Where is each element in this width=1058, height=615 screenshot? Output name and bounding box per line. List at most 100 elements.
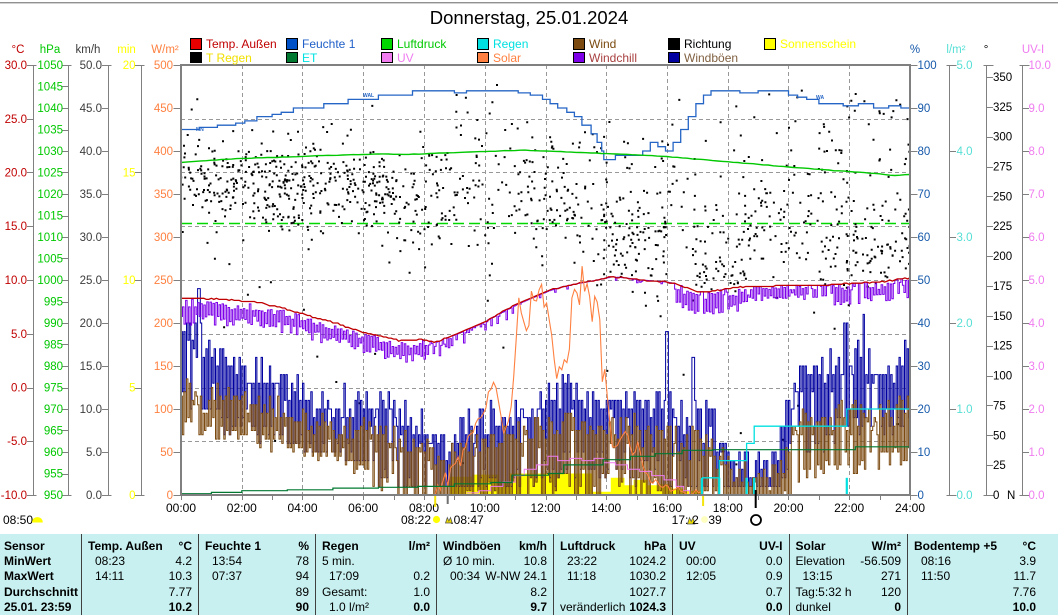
svg-text:7.0: 7.0 <box>1029 189 1045 201</box>
svg-text:2: 2 <box>692 513 699 527</box>
svg-text:1010: 1010 <box>37 232 63 244</box>
svg-text:08:00: 08:00 <box>409 501 439 515</box>
svg-text:02:00: 02:00 <box>227 501 257 515</box>
svg-text:70: 70 <box>918 189 931 201</box>
svg-text:275: 275 <box>993 162 1012 174</box>
svg-text:%: % <box>910 44 920 56</box>
svg-text:350: 350 <box>993 72 1012 84</box>
svg-text:40.0: 40.0 <box>80 146 102 158</box>
svg-text:970: 970 <box>44 404 63 416</box>
svg-text:5.0: 5.0 <box>1029 275 1045 287</box>
svg-text:250: 250 <box>993 191 1012 203</box>
svg-text:350: 350 <box>154 189 173 201</box>
svg-text:10.0: 10.0 <box>1029 60 1051 72</box>
svg-text:10: 10 <box>918 447 931 459</box>
svg-text:950: 950 <box>44 490 63 502</box>
svg-text:0: 0 <box>918 490 924 502</box>
svg-text:00:00: 00:00 <box>166 501 196 515</box>
svg-text:200: 200 <box>154 318 173 330</box>
svg-text:min: min <box>117 44 136 56</box>
svg-text:5: 5 <box>129 383 135 395</box>
svg-text:hPa: hPa <box>40 44 61 56</box>
svg-text:15: 15 <box>123 168 136 180</box>
svg-text:10:00: 10:00 <box>470 501 500 515</box>
svg-text:1045: 1045 <box>37 82 63 94</box>
svg-text:0: 0 <box>993 490 999 502</box>
svg-text:2.0: 2.0 <box>957 318 973 330</box>
svg-text:2.0: 2.0 <box>1029 404 1045 416</box>
svg-text:975: 975 <box>44 383 63 395</box>
svg-text:25.0: 25.0 <box>5 114 27 126</box>
svg-text:300: 300 <box>993 132 1012 144</box>
svg-text:100: 100 <box>154 404 173 416</box>
svg-text:39: 39 <box>708 513 722 527</box>
svg-text:3.0: 3.0 <box>1029 361 1045 373</box>
svg-text:10.0: 10.0 <box>80 404 102 416</box>
svg-text:35.0: 35.0 <box>80 189 102 201</box>
svg-text:W/m²: W/m² <box>151 44 179 56</box>
svg-text:15.0: 15.0 <box>5 221 27 233</box>
svg-text:0.0: 0.0 <box>957 490 973 502</box>
svg-text:50.0: 50.0 <box>80 60 102 72</box>
svg-text:1025: 1025 <box>37 168 63 180</box>
svg-text:1050: 1050 <box>37 60 63 72</box>
svg-text:985: 985 <box>44 340 63 352</box>
svg-text:450: 450 <box>154 103 173 115</box>
svg-text:MN: MN <box>196 127 204 133</box>
svg-text:25.0: 25.0 <box>80 275 102 287</box>
svg-text:5.0: 5.0 <box>11 329 27 341</box>
svg-text:-5.0: -5.0 <box>7 436 27 448</box>
svg-text:25: 25 <box>993 460 1006 472</box>
svg-text:1015: 1015 <box>37 211 63 223</box>
svg-text:1.0: 1.0 <box>957 404 973 416</box>
svg-text:9.0: 9.0 <box>1029 103 1045 115</box>
svg-text:30.0: 30.0 <box>80 232 102 244</box>
svg-text:20: 20 <box>918 404 931 416</box>
svg-text:5.0: 5.0 <box>86 447 102 459</box>
svg-text:1030: 1030 <box>37 146 63 158</box>
svg-text:5.0: 5.0 <box>957 60 973 72</box>
svg-text:°: ° <box>984 44 989 56</box>
svg-text:14:00: 14:00 <box>591 501 621 515</box>
svg-text:10.0: 10.0 <box>5 275 27 287</box>
svg-text:17:: 17: <box>672 513 689 527</box>
svg-text:150: 150 <box>154 361 173 373</box>
svg-text:N: N <box>1007 490 1015 502</box>
svg-text:500: 500 <box>154 60 173 72</box>
svg-text:1005: 1005 <box>37 254 63 266</box>
svg-text:125: 125 <box>993 341 1012 353</box>
svg-text:1035: 1035 <box>37 125 63 137</box>
svg-text:75: 75 <box>993 400 1006 412</box>
svg-text:1000: 1000 <box>37 275 63 287</box>
svg-text:30.0: 30.0 <box>5 60 27 72</box>
svg-text:l/m²: l/m² <box>946 44 965 56</box>
svg-text:990: 990 <box>44 318 63 330</box>
svg-text:50: 50 <box>918 275 931 287</box>
svg-text:08:50: 08:50 <box>3 513 33 527</box>
svg-text:8.0: 8.0 <box>1029 146 1045 158</box>
svg-text:.08:47: .08:47 <box>450 513 484 527</box>
svg-text:0.0: 0.0 <box>1029 490 1045 502</box>
svg-text:955: 955 <box>44 469 63 481</box>
svg-text:0: 0 <box>167 490 173 502</box>
svg-text:km/h: km/h <box>76 44 101 56</box>
svg-text:4.0: 4.0 <box>957 146 973 158</box>
svg-text:4.0: 4.0 <box>1029 318 1045 330</box>
svg-text:12:00: 12:00 <box>530 501 560 515</box>
svg-text:40: 40 <box>918 318 931 330</box>
svg-text:15.0: 15.0 <box>80 361 102 373</box>
svg-text:06:00: 06:00 <box>348 501 378 515</box>
svg-text:3.0: 3.0 <box>957 232 973 244</box>
svg-text:100: 100 <box>993 371 1012 383</box>
svg-text:°C: °C <box>12 44 25 56</box>
svg-text:20:00: 20:00 <box>773 501 803 515</box>
svg-text:965: 965 <box>44 426 63 438</box>
svg-text:18:00: 18:00 <box>713 501 743 515</box>
svg-text:50: 50 <box>993 430 1006 442</box>
svg-text:50: 50 <box>160 447 173 459</box>
svg-text:UV-I: UV-I <box>1022 44 1044 56</box>
svg-text:1040: 1040 <box>37 103 63 115</box>
svg-text:30: 30 <box>918 361 931 373</box>
svg-text:60: 60 <box>918 232 931 244</box>
svg-text:1020: 1020 <box>37 189 63 201</box>
